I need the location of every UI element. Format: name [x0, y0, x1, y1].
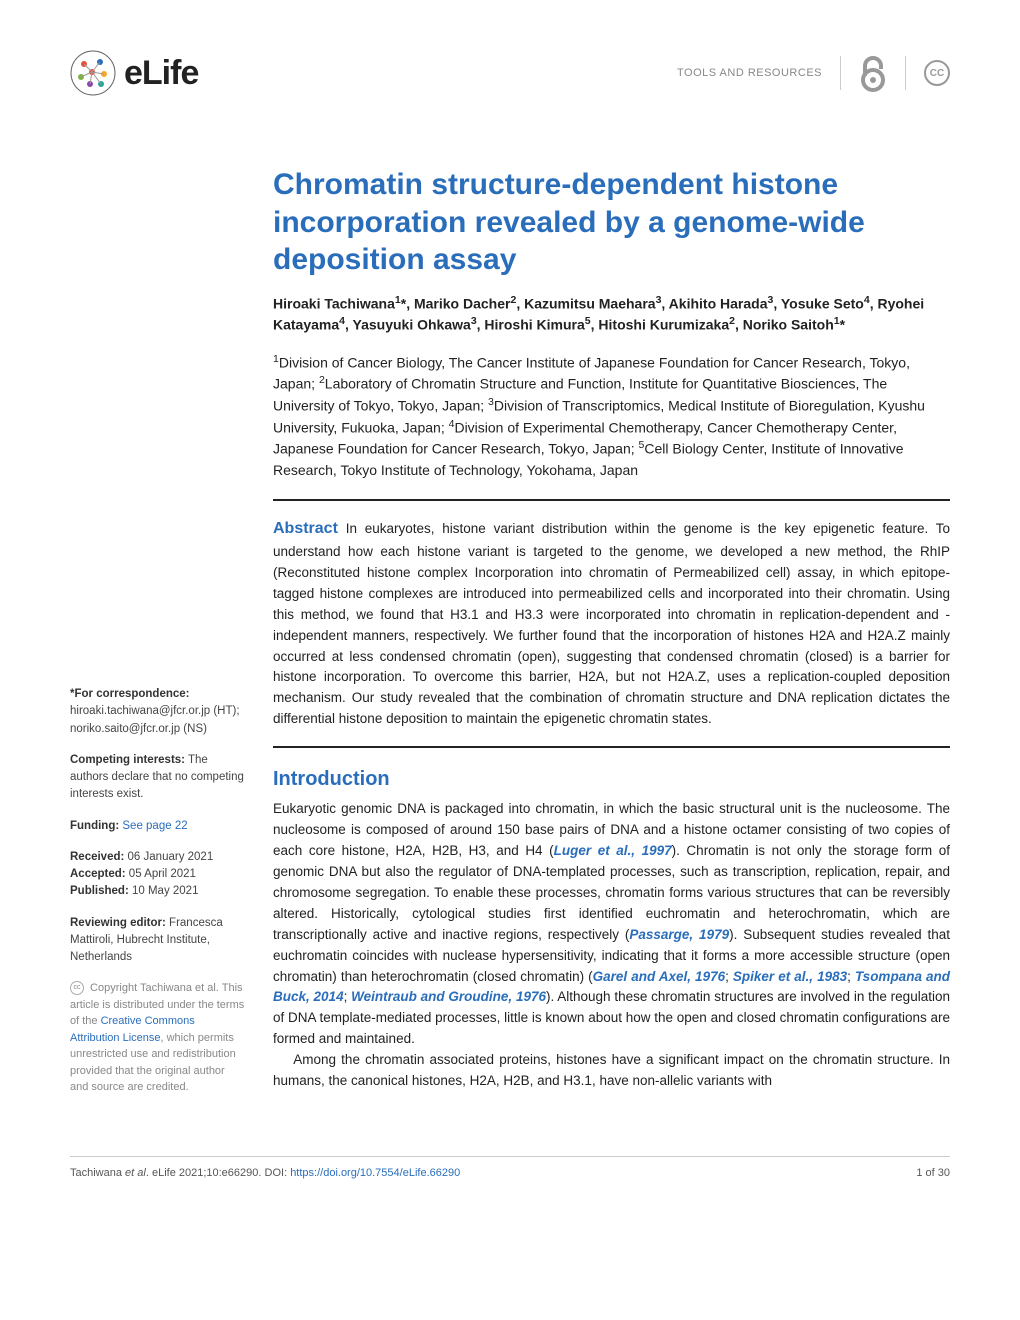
citation-link[interactable]: Spiker et al., 1983: [733, 969, 847, 984]
divider-icon: [840, 56, 841, 90]
published-date: 10 May 2021: [129, 885, 199, 897]
correspondence-text: hiroaki.tachiwana@jfcr.or.jp (HT); norik…: [70, 705, 240, 734]
page-number: 1 of 30: [916, 1167, 950, 1179]
header-right: TOOLS AND RESOURCES CC: [677, 54, 950, 92]
page-footer: Tachiwana et al. eLife 2021;10:e66290. D…: [70, 1156, 950, 1179]
footer-citation: Tachiwana et al. eLife 2021;10:e66290. D…: [70, 1167, 460, 1179]
abstract-label: Abstract: [273, 520, 338, 537]
reviewing-editor-block: Reviewing editor: Francesca Mattiroli, H…: [70, 915, 245, 967]
funding-link[interactable]: See page 22: [119, 820, 187, 832]
accepted-label: Accepted:: [70, 868, 126, 880]
main-content: *For correspondence: hiroaki.tachiwana@j…: [70, 126, 950, 1096]
correspondence-label: *For correspondence:: [70, 688, 190, 700]
citation-link[interactable]: Passarge, 1979: [629, 927, 729, 942]
open-access-icon: [859, 54, 887, 92]
introduction-body: Eukaryotic genomic DNA is packaged into …: [273, 799, 950, 1092]
doi-link[interactable]: https://doi.org/10.7554/eLife.66290: [290, 1167, 460, 1179]
received-label: Received:: [70, 851, 124, 863]
citation-link[interactable]: Luger et al., 1997: [554, 843, 672, 858]
received-date: 06 January 2021: [124, 851, 213, 863]
affiliations: 1Division of Cancer Biology, The Cancer …: [273, 352, 950, 481]
doi-label: DOI:: [265, 1167, 291, 1179]
footer-text: . eLife 2021;10:e66290.: [146, 1167, 265, 1179]
article-category: TOOLS AND RESOURCES: [677, 67, 822, 79]
abstract: Abstract In eukaryotes, histone variant …: [273, 517, 950, 730]
intro-paragraph-2: Among the chromatin associated proteins,…: [273, 1050, 950, 1092]
cc-small-icon: cc: [70, 981, 84, 995]
citation-link[interactable]: Weintraub and Groudine, 1976: [351, 989, 546, 1004]
divider-icon: [905, 56, 906, 90]
cc-license-icon: CC: [924, 60, 950, 86]
author-list: Hiroaki Tachiwana1*, Mariko Dacher2, Kaz…: [273, 293, 950, 336]
reviewing-label: Reviewing editor:: [70, 917, 166, 929]
journal-name: eLife: [124, 54, 198, 93]
rule-icon: [273, 746, 950, 748]
journal-logo: eLife: [70, 50, 198, 96]
competing-interests-block: Competing interests: The authors declare…: [70, 752, 245, 804]
copyright-block: cc Copyright Tachiwana et al. This artic…: [70, 980, 245, 1096]
rule-icon: [273, 499, 950, 501]
elife-logo-icon: [70, 50, 116, 96]
footer-text: Tachiwana: [70, 1167, 125, 1179]
abstract-text: In eukaryotes, histone variant distribut…: [273, 521, 950, 726]
funding-label: Funding:: [70, 820, 119, 832]
article-sidebar: *For correspondence: hiroaki.tachiwana@j…: [70, 126, 245, 1096]
footer-text: et al: [125, 1167, 146, 1179]
dates-block: Received: 06 January 2021 Accepted: 05 A…: [70, 849, 245, 901]
competing-label: Competing interests:: [70, 754, 185, 766]
article-title: Chromatin structure-dependent histone in…: [273, 166, 950, 279]
citation-link[interactable]: Garel and Axel, 1976: [593, 969, 725, 984]
introduction-heading: Introduction: [273, 768, 950, 791]
intro-paragraph-1: Eukaryotic genomic DNA is packaged into …: [273, 799, 950, 1050]
page-header: eLife TOOLS AND RESOURCES CC: [70, 50, 950, 126]
accepted-date: 05 April 2021: [126, 868, 196, 880]
correspondence-block: *For correspondence: hiroaki.tachiwana@j…: [70, 686, 245, 738]
published-label: Published:: [70, 885, 129, 897]
funding-block: Funding: See page 22: [70, 818, 245, 835]
article-body: Chromatin structure-dependent histone in…: [273, 126, 950, 1096]
